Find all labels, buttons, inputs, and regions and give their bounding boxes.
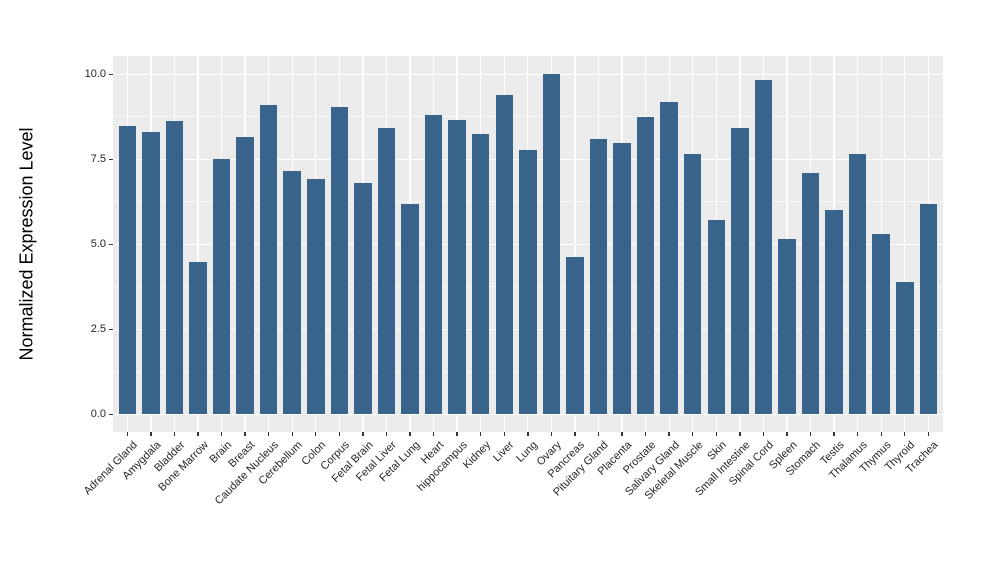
y-tick-label: 5.0	[90, 238, 106, 251]
bar-lung	[519, 150, 537, 414]
bar-thyroid	[896, 281, 914, 414]
y-tick-label: 0.0	[90, 408, 106, 421]
bar-trachea	[919, 204, 938, 414]
x-tick-label-liver: Liver	[491, 439, 517, 465]
x-tick-mark	[550, 432, 553, 436]
bar-adrenal-gland	[118, 125, 137, 414]
bar-bladder	[165, 121, 184, 414]
x-tick-mark	[621, 432, 623, 436]
bar-fetal-brain	[354, 183, 372, 414]
x-tick-mark	[715, 432, 717, 436]
gridline-vertical	[904, 56, 906, 432]
bar-kidney	[471, 134, 490, 414]
y-tick-mark	[109, 158, 113, 160]
x-tick-mark	[150, 432, 152, 436]
x-tick-mark	[527, 432, 529, 436]
x-tick-mark	[409, 432, 411, 436]
bar-spleen	[778, 239, 796, 414]
bar-fetal-liver	[377, 127, 396, 414]
x-tick-mark	[385, 432, 388, 436]
bar-skin	[707, 219, 726, 414]
y-tick-label: 10.0	[84, 68, 106, 81]
x-tick-mark	[762, 432, 765, 436]
x-tick-mark	[173, 432, 176, 436]
bar-thalamus	[848, 154, 867, 414]
bar-placenta	[613, 142, 631, 414]
bar-stomach	[801, 172, 820, 414]
y-tick-label: 7.5	[90, 153, 106, 166]
bar-pituitary-gland	[589, 138, 608, 414]
bar-testis	[825, 210, 843, 414]
bar-skeletal-muscle	[683, 154, 702, 414]
x-tick-mark	[904, 432, 906, 436]
bar-bone-marrow	[189, 261, 207, 414]
x-tick-mark	[880, 432, 882, 436]
y-tick-label: 2.5	[90, 323, 106, 336]
x-tick-mark	[668, 432, 670, 436]
x-tick-mark	[833, 432, 835, 436]
bar-cerebellum	[283, 171, 301, 414]
bar-liver	[495, 94, 513, 414]
bar-ovary	[542, 74, 561, 414]
bar-amygdala	[142, 132, 160, 414]
x-tick-mark	[197, 432, 199, 436]
bar-spinal-cord	[754, 79, 773, 414]
x-tick-mark	[291, 432, 293, 436]
x-tick-mark	[244, 432, 246, 436]
x-tick-mark	[338, 432, 341, 436]
x-tick-mark	[362, 432, 364, 436]
x-tick-mark	[856, 432, 859, 436]
x-tick-mark	[503, 432, 505, 436]
bar-brain	[212, 158, 231, 414]
bar-thymus	[872, 233, 890, 414]
x-tick-mark	[432, 432, 435, 436]
bar-fetal-lung	[401, 203, 419, 414]
y-tick-mark	[109, 73, 113, 75]
x-tick-mark	[126, 432, 128, 436]
gridline-vertical	[574, 56, 576, 432]
x-tick-mark	[692, 432, 694, 436]
y-tick-mark	[109, 328, 113, 330]
bar-heart	[424, 114, 443, 414]
x-tick-mark	[315, 432, 317, 436]
x-tick-mark	[644, 432, 647, 436]
bar-hippocampus	[448, 120, 466, 414]
bar-pancreas	[566, 257, 584, 414]
x-tick-mark	[739, 432, 741, 436]
x-tick-mark	[220, 432, 223, 436]
bar-small-intestine	[731, 127, 749, 414]
gridline-vertical	[197, 56, 199, 432]
bar-colon	[307, 179, 325, 414]
bar-breast	[236, 137, 254, 414]
plot-panel	[113, 56, 943, 432]
bar-corpus	[330, 107, 349, 414]
x-tick-mark	[574, 432, 576, 436]
x-tick-mark	[456, 432, 458, 436]
bar-caudate-nucleus	[259, 105, 278, 414]
x-tick-mark	[480, 432, 482, 436]
x-tick-mark	[809, 432, 812, 436]
x-tick-mark	[267, 432, 270, 436]
y-axis-title: Normalized Expression Level	[16, 127, 37, 361]
bar-prostate	[636, 116, 655, 414]
bar-salivary-gland	[660, 101, 678, 414]
x-tick-mark	[597, 432, 600, 436]
y-tick-mark	[109, 243, 113, 245]
x-tick-mark	[786, 432, 788, 436]
x-tick-mark	[927, 432, 930, 436]
y-tick-mark	[109, 413, 113, 415]
